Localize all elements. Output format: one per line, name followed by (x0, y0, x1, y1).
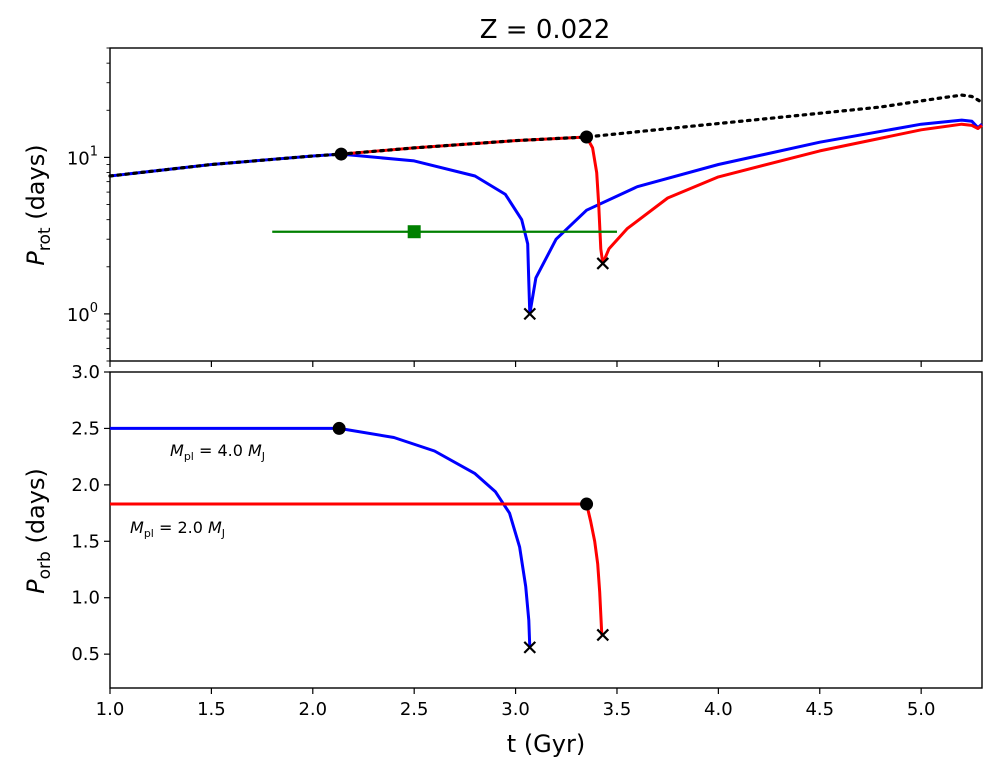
x-axis-label: t (Gyr) (507, 730, 585, 758)
observation-marker (407, 225, 421, 239)
bottom-panel: 1.0 1.5 2.0 2.5 3.0 3.5 4.0 4.5 5.0 0.5 1.0 1.5 2.0 2… (22, 362, 983, 758)
x-tick-label: 3.5 (603, 699, 632, 720)
x-tick-label: 1.5 (197, 699, 226, 720)
bottom-y-tick-label: 2.0 (71, 475, 100, 496)
x-tick-label: 2.0 (298, 699, 327, 720)
top-event-dot (580, 130, 594, 144)
x-tick-label: 2.5 (400, 699, 429, 720)
bottom-y-tick-label: 2.5 (71, 418, 100, 439)
top-panel: 100 101 Prot (days) (22, 47, 984, 367)
bottom-plot-frame (109, 371, 983, 689)
x-tick-label: 4.5 (805, 699, 834, 720)
x-tick-label: 5.0 (907, 699, 936, 720)
top-event-dot (334, 147, 348, 161)
top-y-tick-label: 101 (67, 144, 98, 169)
x-tick-label: 4.0 (704, 699, 733, 720)
bottom-y-tick-label: 1.0 (71, 588, 100, 609)
x-tick-label: 1.0 (96, 699, 125, 720)
x-tick-label: 3.0 (501, 699, 530, 720)
top-line-mpl-4 (109, 118, 983, 316)
top-y-tick-label: 100 (67, 301, 98, 326)
bottom-y-tick-label: 0.5 (71, 644, 100, 665)
top-ylabel: Prot (days) (22, 144, 55, 265)
top-event-cross (523, 307, 537, 321)
legend-label-mpl-4: Mpl = 4.0 MJ (170, 441, 265, 463)
bottom-event-cross (596, 628, 610, 642)
bottom-ylabel: Porb (days) (22, 468, 55, 594)
bottom-event-dot (332, 421, 346, 435)
chart-title: Z = 0.022 (480, 15, 611, 45)
top-event-cross (596, 257, 610, 270)
bottom-line-mpl-4 (110, 426, 532, 648)
bottom-event-dot (580, 497, 594, 511)
bottom-y-tick-label: 1.5 (71, 531, 100, 552)
bottom-event-cross (523, 641, 537, 654)
top-line-no-planet (108, 93, 984, 178)
legend-label-mpl-2: Mpl = 2.0 MJ (130, 518, 225, 540)
bottom-y-tick-label: 3.0 (71, 362, 100, 383)
